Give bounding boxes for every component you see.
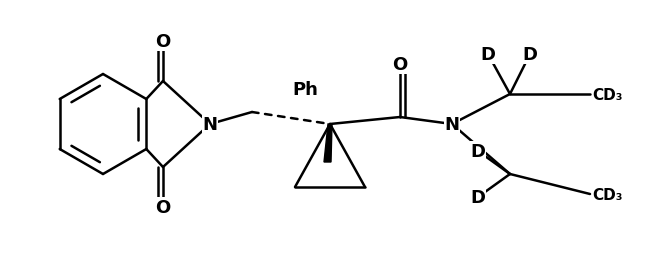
Text: D: D — [471, 188, 485, 206]
Text: D: D — [471, 142, 485, 160]
Text: CD₃: CD₃ — [593, 87, 623, 102]
Text: Ph: Ph — [292, 81, 318, 99]
Polygon shape — [324, 124, 332, 162]
Text: O: O — [155, 33, 171, 51]
Text: N: N — [444, 116, 459, 133]
Text: CD₃: CD₃ — [593, 187, 623, 202]
Text: N: N — [202, 116, 217, 133]
Text: O: O — [155, 198, 171, 216]
Text: D: D — [522, 46, 537, 64]
Text: D: D — [481, 46, 496, 64]
Text: O: O — [393, 56, 408, 74]
